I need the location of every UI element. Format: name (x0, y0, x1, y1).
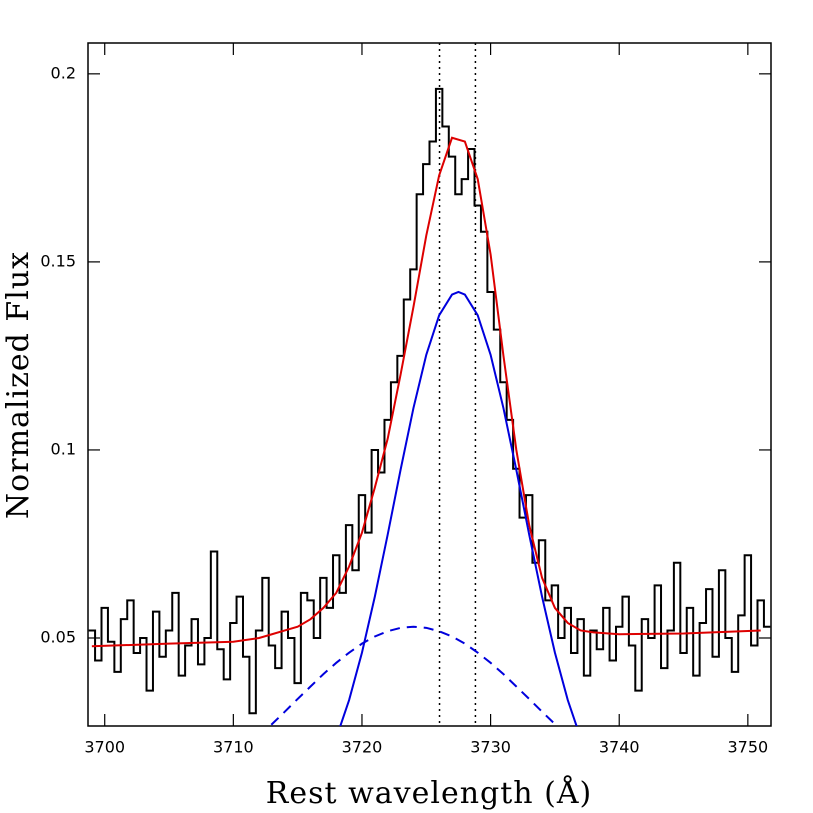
x-tick-label: 3720 (342, 738, 383, 757)
plot-area (88, 43, 771, 726)
x-tick-label: 3750 (727, 738, 768, 757)
y-tick-label: 0.1 (51, 439, 76, 458)
y-tick-label: 0.15 (40, 251, 76, 270)
x-tick-label: 3730 (470, 738, 511, 757)
fit-line (268, 625, 559, 726)
y-axis-title: Normalized Flux (1, 251, 36, 519)
y-tick-label: 0.05 (40, 627, 76, 646)
x-axis-title: Rest wavelength (Å) (266, 775, 592, 811)
fit-line (91, 136, 761, 648)
x-tick-label: 3700 (84, 738, 125, 757)
fit-line (339, 290, 578, 726)
x-tick-label: 3740 (599, 738, 640, 757)
y-tick-label: 0.2 (51, 63, 76, 82)
x-tick-label: 3710 (213, 738, 254, 757)
spectrum (88, 87, 771, 715)
plot-frame (87, 42, 772, 727)
